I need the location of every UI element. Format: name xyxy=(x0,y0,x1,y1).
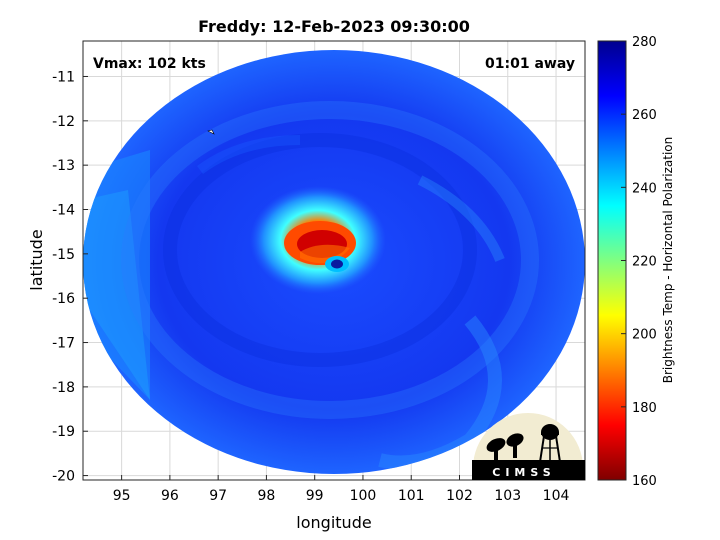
x-tick-label: 103 xyxy=(494,488,521,504)
vmax-label: Vmax: 102 kts xyxy=(93,56,206,72)
y-axis: -11 -12 -13 -14 -15 -16 -17 -18 -19 -20 xyxy=(52,69,88,485)
x-axis: 95 96 97 98 99 100 101 102 103 104 xyxy=(113,475,570,504)
logo-dishes xyxy=(486,433,524,460)
colorbar-tick-label: 280 xyxy=(632,35,657,50)
rainband-outer xyxy=(121,101,539,419)
y-tick-label: -15 xyxy=(52,247,75,263)
logo-text: CIMSS xyxy=(492,466,555,479)
x-tick-label: 96 xyxy=(161,488,179,504)
time-away-label: 01:01 away xyxy=(485,56,575,72)
swath-edge-band xyxy=(83,150,150,400)
x-tick-label: 101 xyxy=(398,488,425,504)
y-tick-label: -12 xyxy=(52,114,75,130)
colorbar-label: Brightness Temp - Horizontal Polarizatio… xyxy=(661,137,675,384)
storm-eye xyxy=(331,259,343,269)
swath-image xyxy=(83,50,585,474)
y-axis-label: latitude xyxy=(27,229,46,290)
colorbar-tick-label: 220 xyxy=(632,255,657,270)
colorbar-tick-label: 200 xyxy=(632,328,657,343)
x-tick-label: 102 xyxy=(446,488,473,504)
colorbar-tick-label: 240 xyxy=(632,181,657,196)
rainband-south xyxy=(378,315,502,470)
colorbar-tick-label: 160 xyxy=(632,474,657,489)
x-tick-label: 104 xyxy=(543,488,570,504)
logo-tower xyxy=(539,424,561,463)
x-axis-label: longitude xyxy=(296,513,371,532)
swath-speck xyxy=(207,129,215,135)
x-tick-label: 99 xyxy=(306,488,324,504)
x-tick-label: 98 xyxy=(258,488,276,504)
y-tick-label: -16 xyxy=(52,291,75,307)
x-tick-label: 100 xyxy=(350,488,377,504)
rainband-east xyxy=(417,175,505,262)
rainband-mid xyxy=(163,133,477,367)
logo-strip xyxy=(472,460,585,480)
plot-title: Freddy: 12-Feb-2023 09:30:00 xyxy=(198,17,470,36)
colorbar-tick-label: 260 xyxy=(632,108,657,123)
plot-frame xyxy=(82,40,586,481)
rainband-north xyxy=(197,135,301,175)
swath-edge-band-inner xyxy=(83,190,150,400)
y-tick-label: -14 xyxy=(52,203,75,219)
cimss-logo: CIMSS xyxy=(472,413,585,480)
y-tick-label: -17 xyxy=(52,336,75,352)
colorbar-ticks: 280 260 240 220 200 180 160 xyxy=(621,35,657,489)
colorbar-tick-label: 180 xyxy=(632,401,657,416)
y-tick-label: -13 xyxy=(52,158,75,174)
y-tick-label: -20 xyxy=(52,469,75,485)
y-tick-label: -18 xyxy=(52,380,75,396)
y-tick-label: -19 xyxy=(52,424,75,440)
x-tick-label: 95 xyxy=(113,488,131,504)
x-tick-label: 97 xyxy=(209,488,227,504)
y-tick-label: -11 xyxy=(52,69,75,85)
